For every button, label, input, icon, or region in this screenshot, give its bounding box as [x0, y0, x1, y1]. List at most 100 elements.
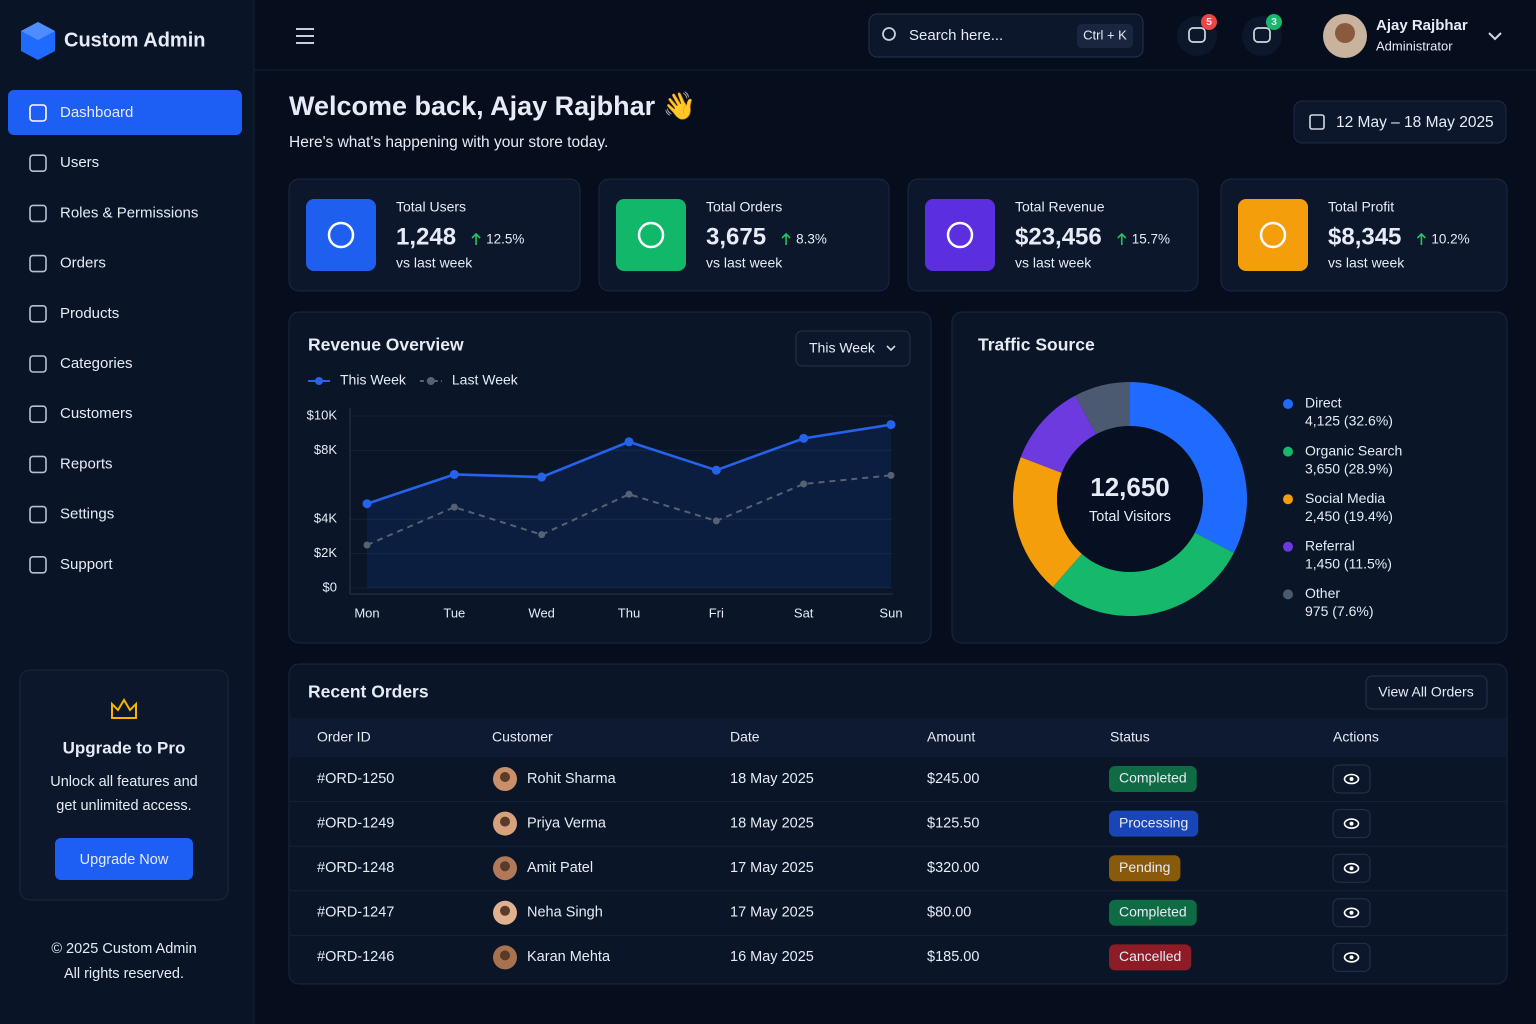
stat-note: vs last week	[1015, 255, 1092, 271]
order-id: #ORD-1249	[317, 815, 394, 831]
customer-name: Neha Singh	[527, 905, 603, 921]
orders-card	[288, 663, 1508, 985]
donut-center-value: 12,650	[1090, 472, 1170, 502]
nav-active	[8, 90, 242, 135]
nav-icon	[29, 355, 47, 373]
stat-icon-glyph	[1259, 221, 1287, 249]
nav-icon	[29, 154, 47, 172]
chart-card	[288, 311, 932, 644]
user-name: Ajay Rajbhar	[1376, 17, 1468, 34]
search-icon	[882, 27, 896, 41]
promo-text: get unlimited access.	[56, 798, 191, 814]
x-tick-label: Sun	[879, 605, 902, 620]
upgrade-button-label: Upgrade Now	[80, 852, 169, 868]
stat-value: $23,456	[1015, 223, 1102, 250]
legend-value: 1,450 (11.5%)	[1305, 556, 1392, 572]
order-id: #ORD-1248	[317, 860, 394, 876]
chart-title: Traffic Source	[978, 335, 1095, 355]
eye-icon	[1343, 952, 1360, 963]
stat-note: vs last week	[396, 255, 473, 271]
date-range-button[interactable]	[1293, 100, 1507, 144]
series-point	[363, 541, 371, 549]
y-tick-label: $10K	[307, 407, 338, 422]
crown-icon	[111, 698, 137, 719]
sidebar-footer: © 2025 Custom Admin	[51, 941, 196, 957]
orders-title: Recent Orders	[308, 682, 429, 702]
series-point	[887, 471, 895, 479]
badge	[1266, 14, 1282, 30]
series-point	[886, 420, 896, 430]
legend-dot	[1283, 446, 1293, 457]
order-amount: $245.00	[927, 771, 979, 787]
chart-dropdown[interactable]	[795, 330, 911, 367]
x-tick-label: Thu	[618, 605, 640, 620]
status-label: Cancelled	[1119, 948, 1181, 964]
nav-icon	[29, 455, 47, 474]
stat-label: Total Orders	[706, 199, 782, 215]
y-tick-label: $8K	[314, 442, 337, 457]
customer-avatar-face	[500, 861, 510, 872]
date-range: 12 May – 18 May 2025	[1336, 114, 1494, 131]
order-date: 18 May 2025	[730, 771, 814, 787]
legend-dot	[1283, 494, 1293, 505]
legend-value: 2,450 (19.4%)	[1305, 508, 1393, 524]
order-amount: $125.50	[927, 815, 979, 831]
legend-dot	[1283, 541, 1293, 552]
column-header: Customer	[492, 729, 553, 745]
stat-change-arrow	[1416, 232, 1426, 245]
status-label: Processing	[1119, 814, 1188, 830]
eye-icon	[1343, 818, 1360, 829]
stat-change: 15.7%	[1132, 232, 1170, 247]
upgrade-button[interactable]	[55, 838, 193, 880]
chart-dropdown-label: This Week	[809, 340, 876, 356]
stat-label: Total Users	[396, 199, 466, 215]
column-header: Actions	[1333, 729, 1379, 745]
nav-icon	[29, 104, 47, 122]
status-label: Pending	[1119, 859, 1170, 875]
order-amount: $80.00	[927, 905, 971, 921]
badge-count: 3	[1271, 16, 1277, 28]
x-tick-label: Sat	[794, 605, 814, 620]
column-header: Amount	[927, 729, 975, 745]
promo-text: Unlock all features and	[50, 774, 198, 790]
stat-icon	[306, 199, 376, 271]
search-box[interactable]	[868, 13, 1144, 58]
nav-icon	[29, 204, 47, 223]
nav-item: Products	[60, 305, 119, 322]
nav-item: Dashboard	[60, 104, 133, 121]
donut-hole	[1057, 426, 1203, 572]
legend-label: Social Media	[1305, 490, 1385, 506]
view-all-button[interactable]	[1365, 675, 1488, 710]
stat-icon	[925, 199, 995, 271]
eye-pupil	[1349, 910, 1354, 915]
header-icon	[1253, 27, 1271, 43]
series-point	[538, 531, 546, 539]
nav-icon	[29, 304, 47, 323]
table-header-row	[290, 718, 1506, 757]
x-tick-label: Fri	[709, 605, 724, 620]
nav-item: Roles & Permissions	[60, 204, 198, 221]
eye-icon	[1343, 907, 1360, 919]
legend-value: 4,125 (32.6%)	[1305, 413, 1393, 429]
calendar-icon	[1309, 114, 1325, 130]
customer-avatar-face	[500, 816, 510, 827]
promo-title: Upgrade to Pro	[63, 738, 186, 757]
column-header: Status	[1110, 729, 1150, 745]
stat-note: vs last week	[706, 255, 783, 271]
customer-name: Karan Mehta	[527, 949, 611, 965]
shortcut-label: Ctrl + K	[1083, 27, 1127, 42]
status-label: Completed	[1119, 904, 1187, 920]
series-point	[712, 517, 720, 525]
series-point	[450, 503, 458, 511]
order-amount: $320.00	[927, 860, 979, 876]
badge-count: 5	[1206, 16, 1212, 28]
stat-change-arrow	[781, 232, 791, 245]
order-id: #ORD-1246	[317, 949, 394, 965]
column-header: Date	[730, 729, 760, 745]
legend-dot	[426, 377, 435, 385]
series-point	[800, 480, 808, 488]
order-date: 16 May 2025	[730, 949, 814, 965]
legend-dot	[1283, 399, 1293, 409]
donut-center-label: Total Visitors	[1089, 509, 1171, 525]
stat-value: $8,345	[1328, 223, 1401, 250]
